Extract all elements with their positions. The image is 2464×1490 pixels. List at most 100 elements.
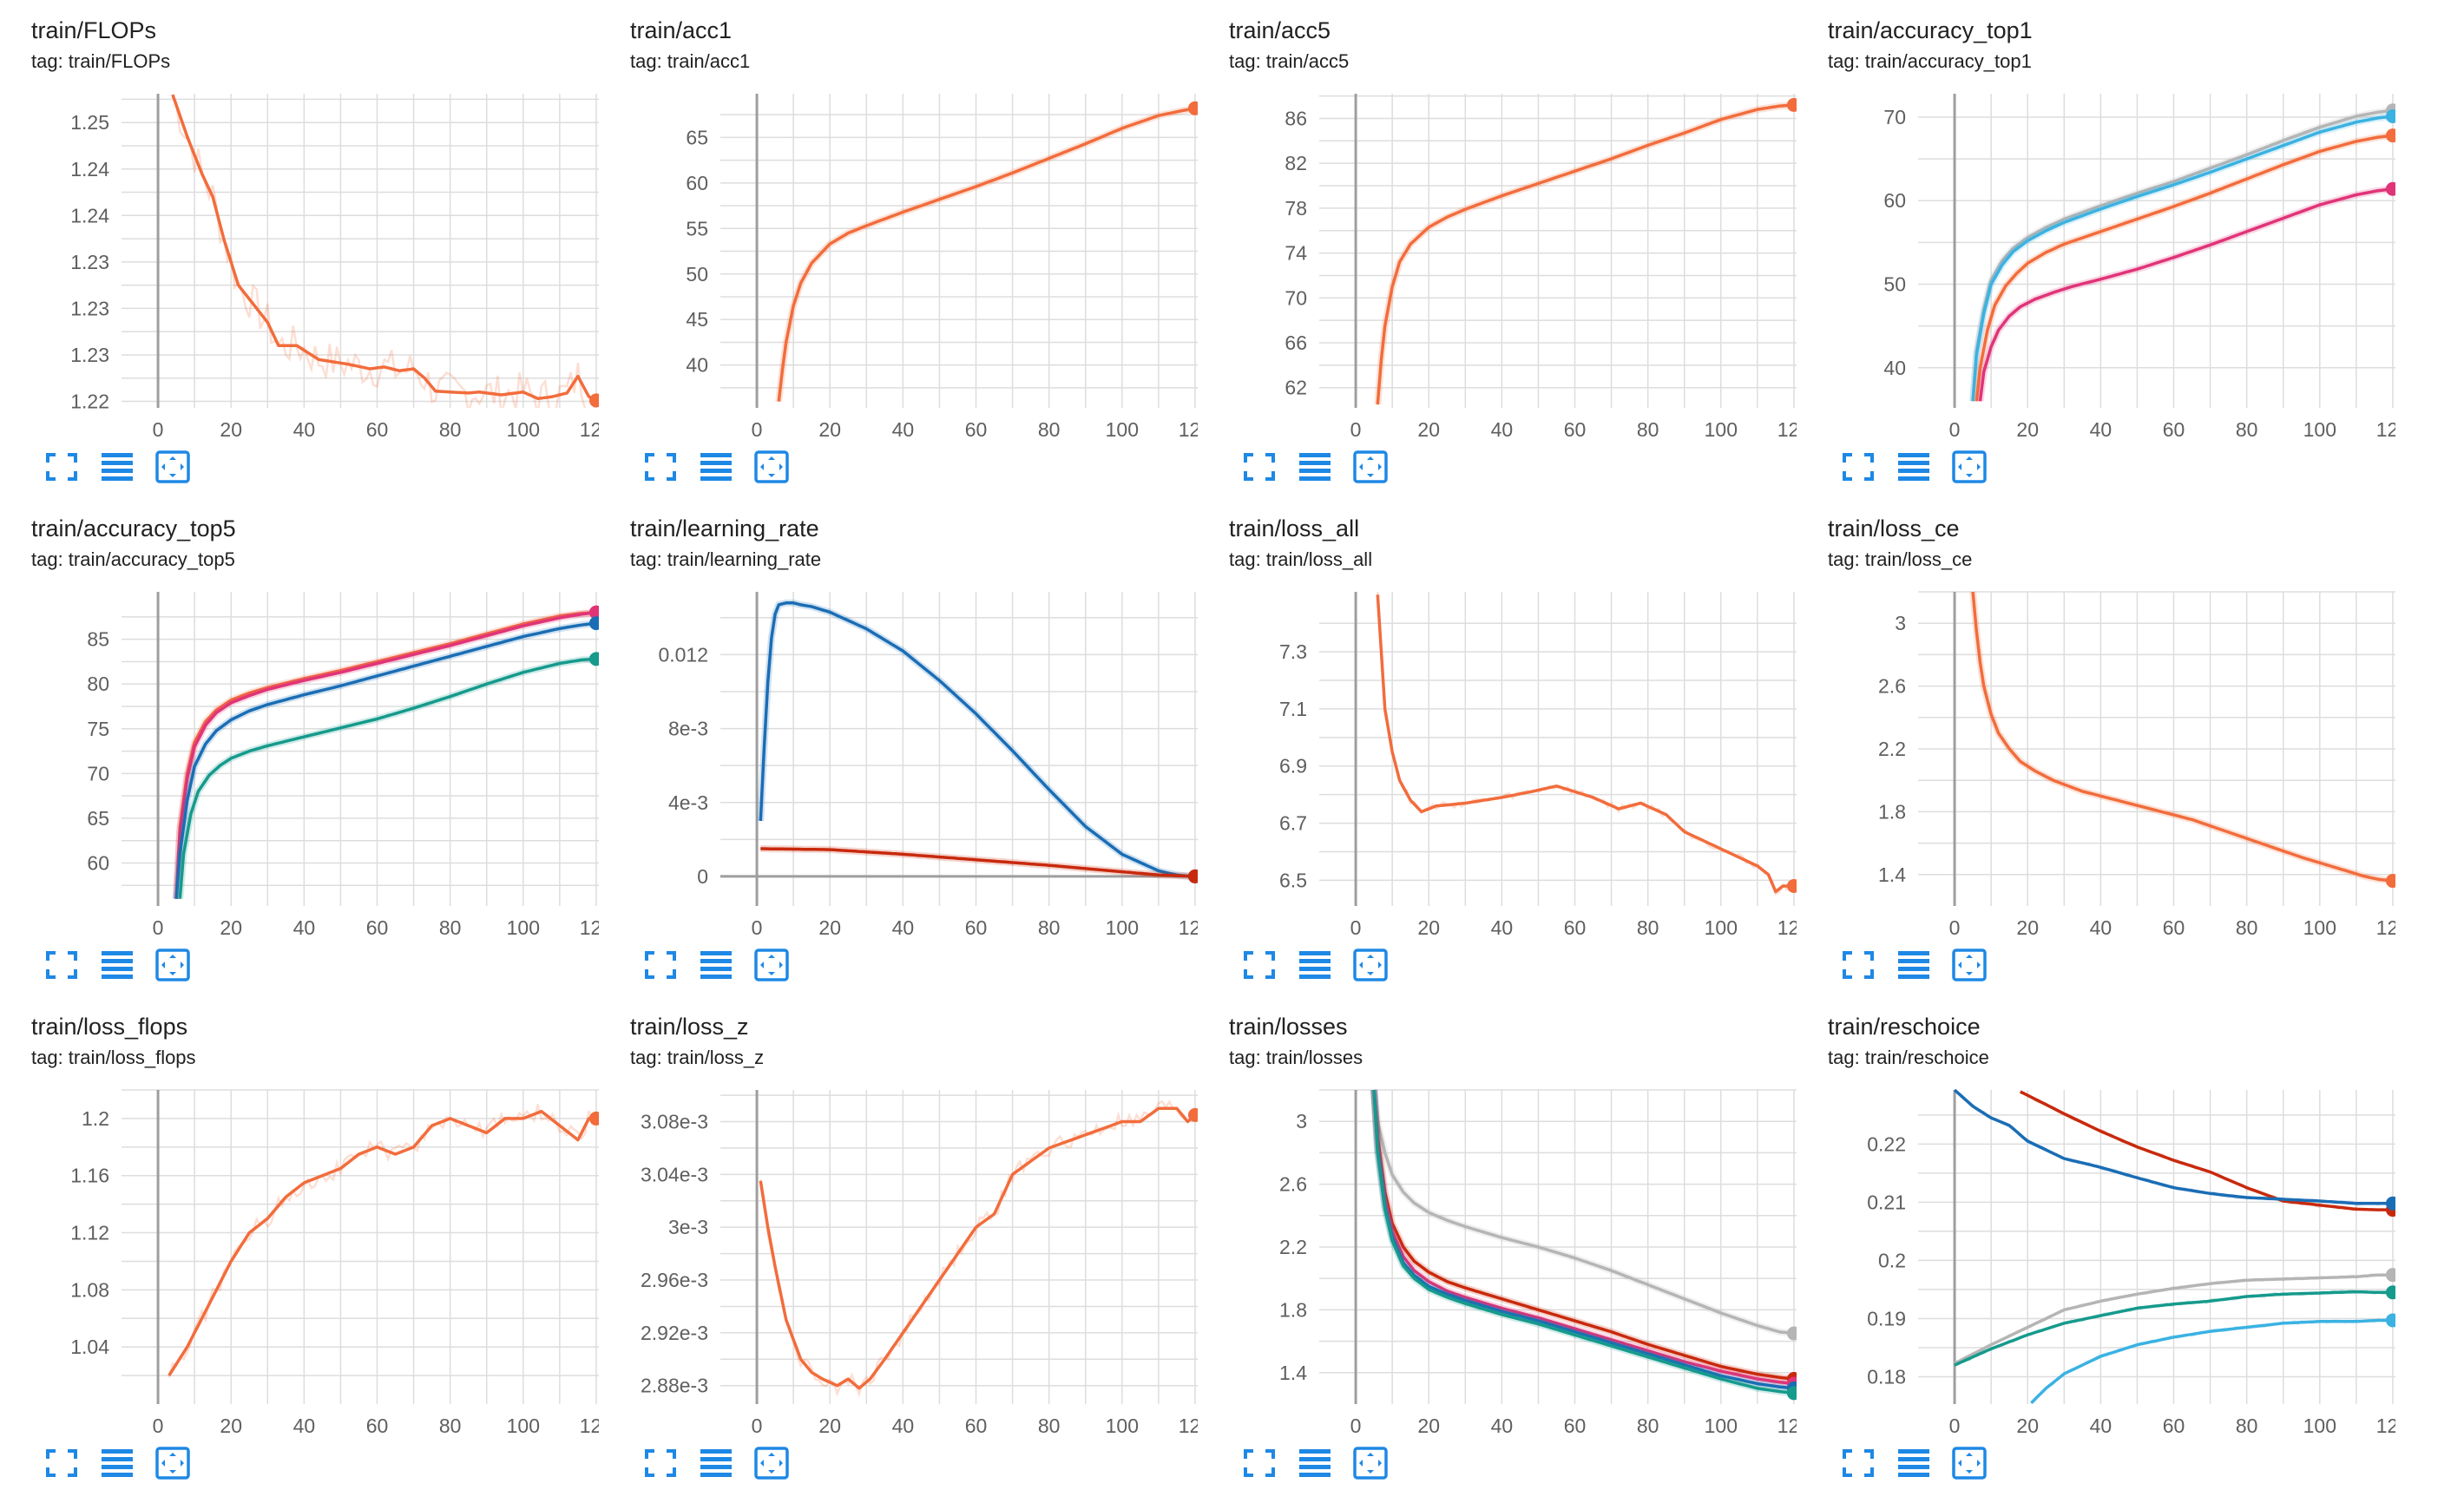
line-chart[interactable]: 0 20 40 60 80 100 120 60 65 70 75 80 85	[0, 498, 599, 941]
y-tick-label: 0.2	[1878, 1249, 1906, 1271]
fit-domain-icon[interactable]	[154, 450, 191, 484]
line-chart[interactable]: 0 20 40 60 80 100 120 40 50 60 70	[1797, 0, 2395, 443]
fullscreen-icon[interactable]	[1241, 450, 1278, 484]
series-line[interactable]	[1372, 1089, 1795, 1395]
series-end-point[interactable]	[1786, 97, 1797, 112]
series-line[interactable]	[1372, 1089, 1795, 1390]
chart-toolbar	[642, 948, 816, 984]
data-table-icon[interactable]	[1297, 1446, 1333, 1480]
x-tick-label: 20	[818, 916, 841, 939]
series-line[interactable]	[1954, 1290, 2393, 1367]
line-chart[interactable]: 0 20 40 60 80 100 120 0 4e-3 8e-3 0.012	[599, 498, 1198, 941]
fit-domain-icon[interactable]	[1352, 450, 1389, 484]
fit-domain-icon[interactable]	[154, 948, 191, 982]
chart-card: train/loss_z tag: train/loss_z 0 20 40 60 80 10…	[599, 996, 1198, 1482]
fullscreen-icon[interactable]	[43, 450, 80, 484]
line-chart[interactable]: 0 20 40 60 80 100 120 62 66 70 74 78 82 86	[1198, 0, 1797, 443]
line-chart[interactable]: 0 20 40 60 80 100 120 6.5 6.7 6.9 7.1 7.3	[1198, 498, 1797, 941]
series-end-point[interactable]	[2385, 108, 2395, 123]
series-line[interactable]	[178, 657, 597, 899]
series-end-point[interactable]	[1187, 869, 1198, 883]
series-line[interactable]	[1376, 594, 1794, 894]
series-end-point[interactable]	[2385, 1313, 2395, 1328]
series-line[interactable]	[1376, 103, 1795, 405]
series-line[interactable]	[171, 94, 597, 402]
fit-domain-icon[interactable]	[1352, 1446, 1389, 1480]
series-line[interactable]	[1954, 1273, 2393, 1365]
series-line[interactable]	[759, 601, 1196, 878]
line-chart[interactable]: 0 20 40 60 80 100 120 1.4 1.8 2.2 2.6 3	[1198, 996, 1797, 1439]
series-line[interactable]	[168, 1109, 596, 1377]
line-chart[interactable]: 0 20 40 60 80 100 120 40 45 50 55 60 65	[599, 0, 1198, 443]
series-end-point[interactable]	[588, 393, 599, 408]
fullscreen-icon[interactable]	[642, 1446, 679, 1480]
fullscreen-icon[interactable]	[1241, 948, 1278, 982]
series-line[interactable]	[760, 847, 1196, 878]
data-table-icon[interactable]	[698, 450, 734, 484]
series-line[interactable]	[1978, 187, 2394, 402]
series-end-point[interactable]	[1786, 878, 1797, 893]
data-table-icon[interactable]	[1297, 450, 1333, 484]
series-line[interactable]	[1372, 1089, 1795, 1386]
series-end-point[interactable]	[2385, 1285, 2395, 1300]
line-chart[interactable]: 0 20 40 60 80 100 120 1.22 1.23 1.23 1.23 1.24 1.24 1…	[0, 0, 599, 443]
series-end-point[interactable]	[588, 652, 599, 666]
series-line[interactable]	[1971, 591, 2394, 883]
series-end-point[interactable]	[1786, 1386, 1797, 1401]
data-table-icon[interactable]	[1297, 948, 1333, 982]
fullscreen-icon[interactable]	[1840, 948, 1876, 982]
series-end-point[interactable]	[2385, 128, 2395, 143]
line-chart[interactable]: 0 20 40 60 80 100 120 0.18 0.19 0.2 0.21 0.22	[1797, 996, 2395, 1439]
series-end-point[interactable]	[2385, 1196, 2395, 1211]
series-end-point[interactable]	[2385, 874, 2395, 889]
series-line[interactable]	[777, 107, 1196, 402]
fit-domain-icon[interactable]	[753, 450, 790, 484]
series-end-point[interactable]	[588, 616, 599, 631]
series-line[interactable]	[2030, 1318, 2393, 1404]
series-line[interactable]	[1953, 1088, 2393, 1205]
fullscreen-icon[interactable]	[642, 948, 679, 982]
fullscreen-icon[interactable]	[1241, 1446, 1278, 1480]
series-line[interactable]	[1372, 1089, 1795, 1336]
series-line[interactable]	[1974, 134, 2394, 402]
series-line[interactable]	[174, 621, 597, 899]
fit-domain-icon[interactable]	[1352, 948, 1389, 982]
series-line[interactable]	[2020, 1090, 2393, 1211]
series-end-point[interactable]	[588, 605, 599, 620]
series-end-point[interactable]	[1786, 1326, 1797, 1341]
x-tick-label: 20	[2016, 418, 2039, 441]
data-table-icon[interactable]	[1896, 450, 1932, 484]
series-line[interactable]	[174, 610, 597, 899]
series-end-point[interactable]	[2385, 1268, 2395, 1283]
data-table-icon[interactable]	[99, 948, 135, 982]
series-end-point[interactable]	[1187, 101, 1198, 115]
line-chart[interactable]: 0 20 40 60 80 100 120 2.88e-3 2.92e-3 2.96e-3 3e-3…	[599, 996, 1198, 1439]
series-line[interactable]	[1971, 115, 2394, 402]
data-table-icon[interactable]	[1896, 1446, 1932, 1480]
series-end-point[interactable]	[2385, 181, 2395, 196]
fit-domain-icon[interactable]	[1951, 1446, 1988, 1480]
fullscreen-icon[interactable]	[43, 1446, 80, 1480]
line-chart[interactable]: 0 20 40 60 80 100 120 1.04 1.08 1.12 1.16 1.2	[0, 996, 599, 1439]
fit-domain-icon[interactable]	[154, 1446, 191, 1480]
data-table-icon[interactable]	[99, 450, 135, 484]
series-line[interactable]	[174, 610, 597, 899]
fullscreen-icon[interactable]	[1840, 450, 1876, 484]
series-line[interactable]	[1372, 1089, 1795, 1381]
series-end-point[interactable]	[588, 1111, 599, 1126]
fullscreen-icon[interactable]	[43, 948, 80, 982]
fullscreen-icon[interactable]	[642, 450, 679, 484]
data-table-icon[interactable]	[1896, 948, 1932, 982]
fit-domain-icon[interactable]	[753, 1446, 790, 1480]
line-chart[interactable]: 0 20 40 60 80 100 120 1.4 1.8 2.2 2.6 3	[1797, 498, 2395, 941]
fit-domain-icon[interactable]	[1951, 450, 1988, 484]
data-table-icon[interactable]	[99, 1446, 135, 1480]
fit-domain-icon[interactable]	[753, 948, 790, 982]
series-line[interactable]	[759, 1106, 1197, 1390]
series-end-point[interactable]	[1187, 1107, 1198, 1122]
fullscreen-icon[interactable]	[1840, 1446, 1876, 1480]
data-table-icon[interactable]	[698, 1446, 734, 1480]
fit-domain-icon[interactable]	[1951, 948, 1988, 982]
data-table-icon[interactable]	[698, 948, 734, 982]
series-line[interactable]	[1971, 108, 2394, 402]
